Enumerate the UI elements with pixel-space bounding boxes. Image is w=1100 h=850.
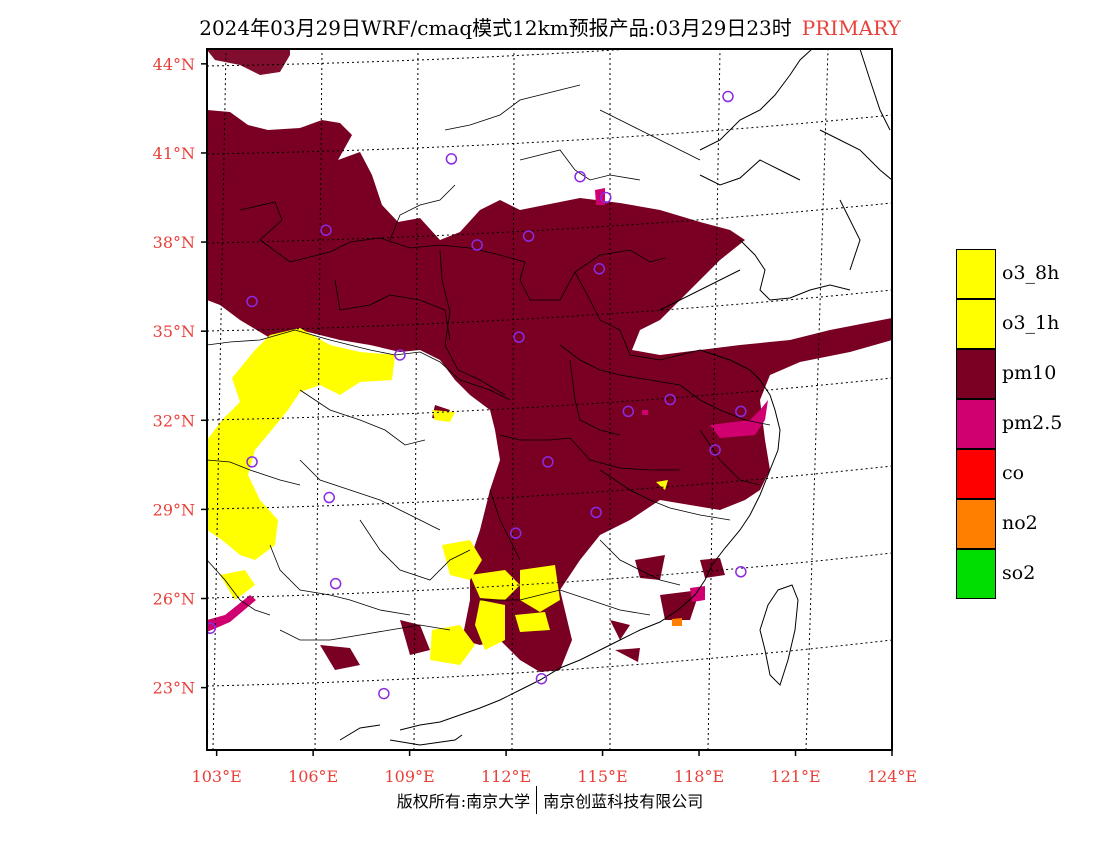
primary-tag: PRIMARY (801, 16, 901, 40)
station-marker (471, 239, 483, 251)
no2-region (672, 618, 682, 626)
map-frame (206, 48, 893, 751)
pm25-region (207, 188, 768, 632)
station-marker (394, 349, 406, 361)
station-marker (622, 405, 635, 418)
coastline (339, 49, 892, 746)
legend-label: pm2.5 (1002, 412, 1063, 434)
lon-tick-label: 103°E (192, 767, 242, 786)
lon-tick-label: 121°E (770, 767, 820, 786)
legend-label: co (1002, 462, 1025, 484)
lon-grid (212, 49, 829, 750)
province-borders (207, 84, 771, 641)
lon-tick-label: 115°E (577, 767, 627, 786)
title-text: 2024年03月29日WRF/cmaq模式12km预报产品:03月29日23时 (199, 16, 792, 40)
station-marker (664, 393, 676, 406)
lon-tick-label: 124°E (867, 767, 917, 786)
legend-swatch (956, 399, 996, 449)
lon-tick-label: 109°E (384, 767, 434, 786)
station-marker (378, 687, 390, 700)
lat-tick-label: 44°N (153, 55, 195, 74)
legend-label: o3_8h (1002, 262, 1060, 284)
footer-separator (536, 785, 538, 814)
lon-axis: 103°E 106°E 109°E 112°E 115°E 118°E 121°E 124°E (192, 750, 917, 786)
legend-swatch (956, 249, 996, 299)
station-marker (709, 444, 721, 456)
station-marker (590, 506, 602, 519)
legend-swatch (956, 549, 996, 599)
station-marker (246, 456, 258, 468)
legend-label: pm10 (1002, 362, 1057, 384)
legend-swatch (956, 349, 996, 399)
station-marker (513, 331, 525, 343)
station-marker (600, 191, 612, 204)
lat-tick-label: 35°N (153, 322, 195, 341)
lon-tick-label: 112°E (481, 767, 531, 786)
lon-tick-label: 106°E (288, 767, 338, 786)
legend-label: no2 (1002, 512, 1038, 534)
station-marker (542, 456, 554, 468)
legend-label: so2 (1002, 562, 1036, 584)
lat-tick-label: 29°N (153, 500, 195, 519)
station-marker (574, 170, 586, 183)
station-marker (535, 672, 548, 685)
lon-tick-label: 118°E (674, 767, 724, 786)
legend-swatch (956, 449, 996, 499)
legend-swatch (956, 499, 996, 549)
station-marker (522, 230, 535, 242)
legend-label: o3_1h (1002, 312, 1060, 334)
station-marker (509, 527, 522, 539)
lat-tick-label: 26°N (153, 590, 195, 609)
station-marker (722, 90, 734, 103)
lat-axis: 44°N 41°N 38°N 35°N 32°N 29°N 26°N 23°N (153, 55, 207, 698)
lat-tick-label: 23°N (153, 679, 195, 698)
station-marker (246, 295, 258, 308)
station-marker (207, 622, 216, 634)
company-text: 南京创蓝科技有限公司 (543, 792, 704, 811)
legend-swatch (956, 299, 996, 349)
station-marker (735, 405, 747, 418)
pm10-region (207, 49, 892, 672)
lat-tick-label: 32°N (153, 411, 195, 430)
station-marker (593, 263, 606, 275)
footer: 版权所有:南京大学 南京创蓝科技有限公司 (0, 785, 1100, 814)
station-markers (207, 90, 747, 700)
o3-region (207, 328, 668, 665)
station-marker (320, 224, 332, 236)
station-marker (445, 153, 458, 165)
station-marker (329, 577, 342, 590)
lat-tick-label: 38°N (153, 233, 195, 252)
copyright-text: 版权所有:南京大学 (396, 792, 531, 811)
map-title: 2024年03月29日WRF/cmaq模式12km预报产品:03月29日23时 P… (0, 12, 1100, 41)
station-marker (323, 491, 335, 504)
station-marker (735, 566, 747, 578)
lat-grid (207, 49, 892, 687)
lat-tick-label: 41°N (153, 144, 195, 163)
